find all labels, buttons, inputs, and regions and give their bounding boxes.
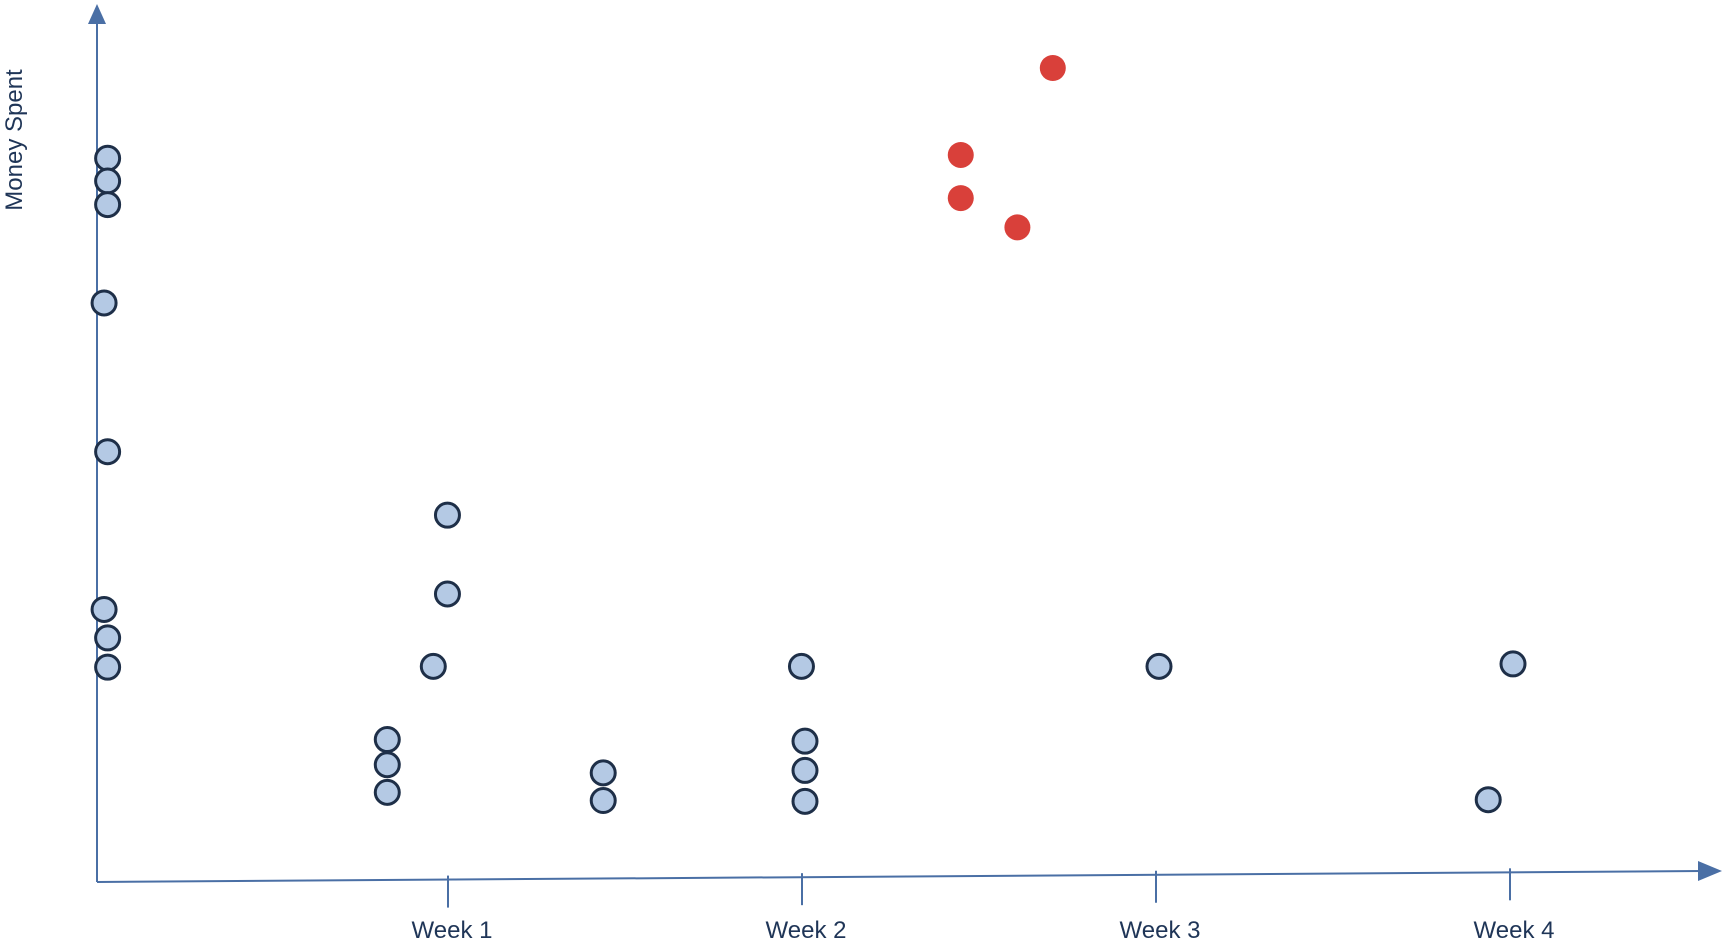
data-point	[90, 595, 118, 623]
x-axis-line	[96, 870, 1703, 883]
data-point	[94, 624, 122, 652]
data-point	[1474, 786, 1502, 814]
data-point	[787, 652, 815, 680]
x-tick-label: Week 1	[412, 917, 493, 944]
data-point	[94, 191, 122, 219]
data-point	[90, 289, 118, 317]
highlight-point	[1004, 214, 1031, 241]
highlight-point	[947, 185, 974, 212]
data-point	[1145, 652, 1173, 680]
y-axis-title: Money Spent	[1, 69, 28, 211]
data-point	[373, 778, 401, 806]
data-point	[373, 751, 401, 779]
data-points	[90, 55, 1527, 815]
data-point	[373, 726, 401, 754]
data-point	[433, 501, 461, 529]
data-point	[791, 756, 819, 784]
y-axis-arrow	[88, 4, 106, 24]
data-point	[419, 652, 447, 680]
data-point	[94, 167, 122, 195]
x-axis-arrow	[1698, 861, 1722, 881]
data-point	[791, 727, 819, 755]
data-point	[94, 653, 122, 681]
data-point	[589, 759, 617, 787]
x-tick-label: Week 3	[1120, 917, 1201, 944]
data-point	[94, 438, 122, 466]
data-point	[433, 580, 461, 608]
x-tick-label: Week 2	[766, 917, 847, 944]
x-ticks: Week 1 Week 2 Week 3 Week 4	[412, 868, 1555, 944]
data-point	[1499, 650, 1527, 678]
highlight-point	[947, 141, 974, 168]
data-point	[791, 787, 819, 815]
data-point	[589, 787, 617, 815]
data-point	[94, 144, 122, 172]
x-tick-label: Week 4	[1474, 917, 1555, 944]
highlight-point	[1039, 55, 1066, 81]
axes	[88, 4, 1722, 883]
